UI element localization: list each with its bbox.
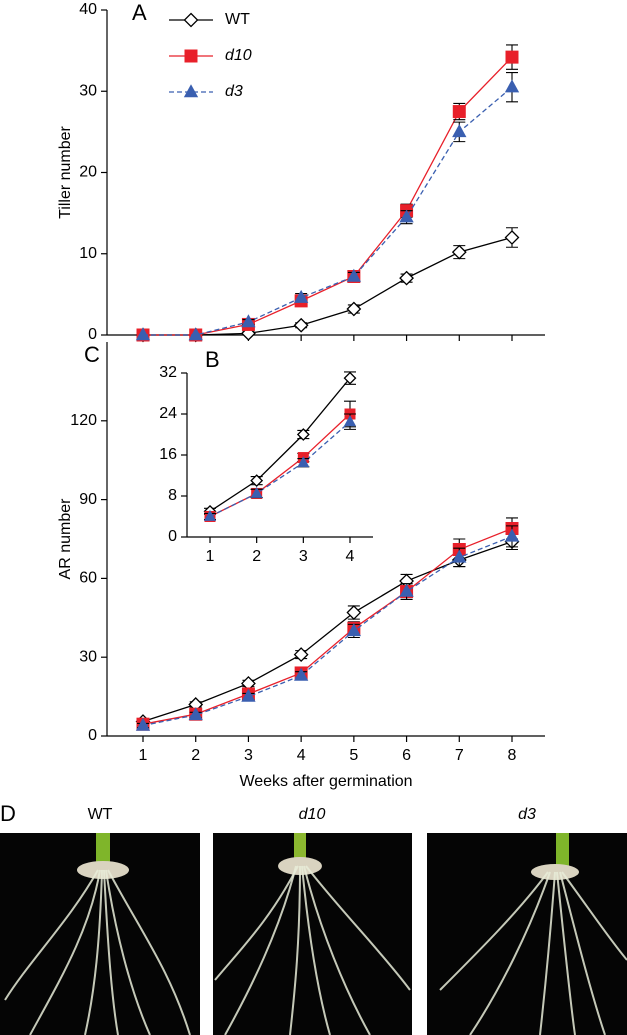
marker: [188, 327, 203, 341]
y-tick-label: 90: [79, 491, 97, 508]
y-tick-label: 60: [79, 570, 97, 587]
photo-label: d10: [299, 806, 326, 823]
x-tick-label: 3: [299, 548, 308, 565]
y-tick-label: 30: [79, 82, 97, 99]
marker: [505, 50, 519, 64]
photo: [427, 833, 627, 1035]
y-axis-label: Tiller number: [57, 125, 74, 218]
marker: [135, 327, 151, 341]
x-tick-label: 3: [244, 747, 253, 764]
panel-label: C: [84, 342, 100, 367]
marker: [504, 528, 520, 542]
x-tick-label: 4: [346, 548, 355, 565]
marker: [203, 509, 217, 521]
marker: [399, 583, 414, 597]
marker: [346, 605, 362, 620]
marker: [346, 268, 362, 282]
marker: [504, 79, 520, 93]
photo: [213, 833, 412, 1035]
marker: [241, 688, 256, 702]
series-line: [209, 421, 351, 518]
inset-background: [147, 343, 383, 577]
marker: [250, 486, 263, 498]
x-tick-label: 7: [455, 747, 464, 764]
y-tick-label: 8: [168, 487, 177, 504]
marker: [452, 549, 467, 563]
legend-marker: [184, 49, 198, 63]
marker: [399, 270, 414, 286]
x-tick-label: 1: [139, 747, 148, 764]
series-line: [143, 236, 513, 336]
y-tick-label: 120: [70, 412, 97, 429]
x-tick-label: 2: [191, 747, 200, 764]
marker: [296, 428, 310, 441]
panel-label: B: [205, 347, 220, 372]
marker: [135, 717, 151, 731]
legend-label: d10: [225, 47, 252, 64]
marker: [250, 474, 264, 488]
y-tick-label: 10: [79, 245, 97, 262]
legend-label: d3: [225, 83, 243, 100]
series-line: [143, 86, 513, 336]
series-line: [142, 535, 513, 727]
x-tick-label: 2: [252, 548, 261, 565]
marker: [293, 647, 309, 662]
x-tick-label: 1: [206, 548, 215, 565]
y-tick-label: 24: [159, 405, 177, 422]
marker: [293, 289, 309, 303]
marker: [346, 301, 362, 317]
y-tick-label: 32: [159, 364, 177, 381]
y-tick-label: 0: [88, 727, 97, 744]
photo-label: WT: [88, 806, 113, 823]
y-axis-label: AR number: [57, 498, 74, 580]
x-tick-label: 5: [349, 747, 358, 764]
x-axis-label: Weeks after germination: [239, 773, 412, 790]
y-tick-label: 40: [79, 1, 97, 18]
photo-label: d3: [518, 806, 536, 823]
photo: [0, 833, 200, 1035]
y-tick-label: 20: [79, 164, 97, 181]
y-tick-label: 30: [79, 648, 97, 665]
series-line: [209, 377, 351, 512]
marker: [451, 244, 467, 260]
marker: [399, 209, 414, 223]
marker: [297, 456, 310, 468]
legend-marker: [183, 84, 199, 98]
x-tick-label: 8: [508, 747, 517, 764]
y-tick-label: 0: [88, 326, 97, 343]
marker: [188, 707, 203, 721]
panel-label: D: [0, 801, 16, 826]
series-line: [143, 56, 513, 336]
series-line: [142, 527, 513, 725]
marker: [293, 667, 309, 681]
marker: [452, 105, 466, 119]
y-tick-label: 0: [168, 528, 177, 545]
y-tick-label: 16: [159, 446, 177, 463]
x-tick-label: 4: [297, 747, 306, 764]
marker: [343, 415, 357, 427]
legend-label: WT: [225, 11, 250, 28]
marker: [346, 623, 362, 637]
marker: [343, 371, 357, 385]
legend-marker: [183, 12, 199, 28]
marker: [293, 317, 309, 333]
marker: [452, 124, 467, 138]
marker: [241, 314, 256, 328]
marker: [504, 230, 520, 245]
panel-label: A: [132, 0, 147, 25]
x-tick-label: 6: [402, 747, 411, 764]
